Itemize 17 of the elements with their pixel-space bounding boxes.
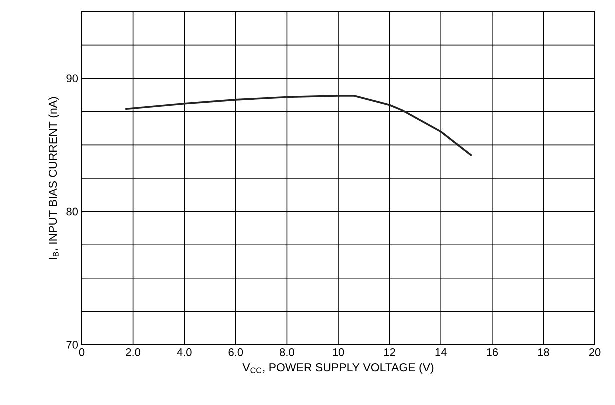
x-tick-label: 16 <box>487 348 498 356</box>
x-tick-label: 8.0 <box>280 348 294 356</box>
x-tick-label: 20 <box>589 348 601 356</box>
y-axis-title: I$_{B}$, INPUT BIAS CURRENT (nA) <box>48 97 60 260</box>
y-tick-label: 90 <box>66 74 78 82</box>
x-tick-label: 0 <box>79 348 85 356</box>
x-tick-label: 12 <box>384 348 396 356</box>
y-tick-label: 80 <box>66 208 78 216</box>
x-tick-label: 4.0 <box>177 348 192 356</box>
x-tick-label: 6.0 <box>228 348 244 356</box>
line-series <box>124 95 473 157</box>
y-tick-label: 70 <box>66 341 78 349</box>
x-tick-label: 14 <box>436 348 447 356</box>
x-tick-label: 18 <box>538 348 550 356</box>
x-tick-label: 10 <box>333 348 344 356</box>
x-axis-title: V$_{CC}$, POWER SUPPLY VOLTAGE (V) <box>242 363 434 374</box>
x-tick-label: 2.0 <box>126 348 141 356</box>
